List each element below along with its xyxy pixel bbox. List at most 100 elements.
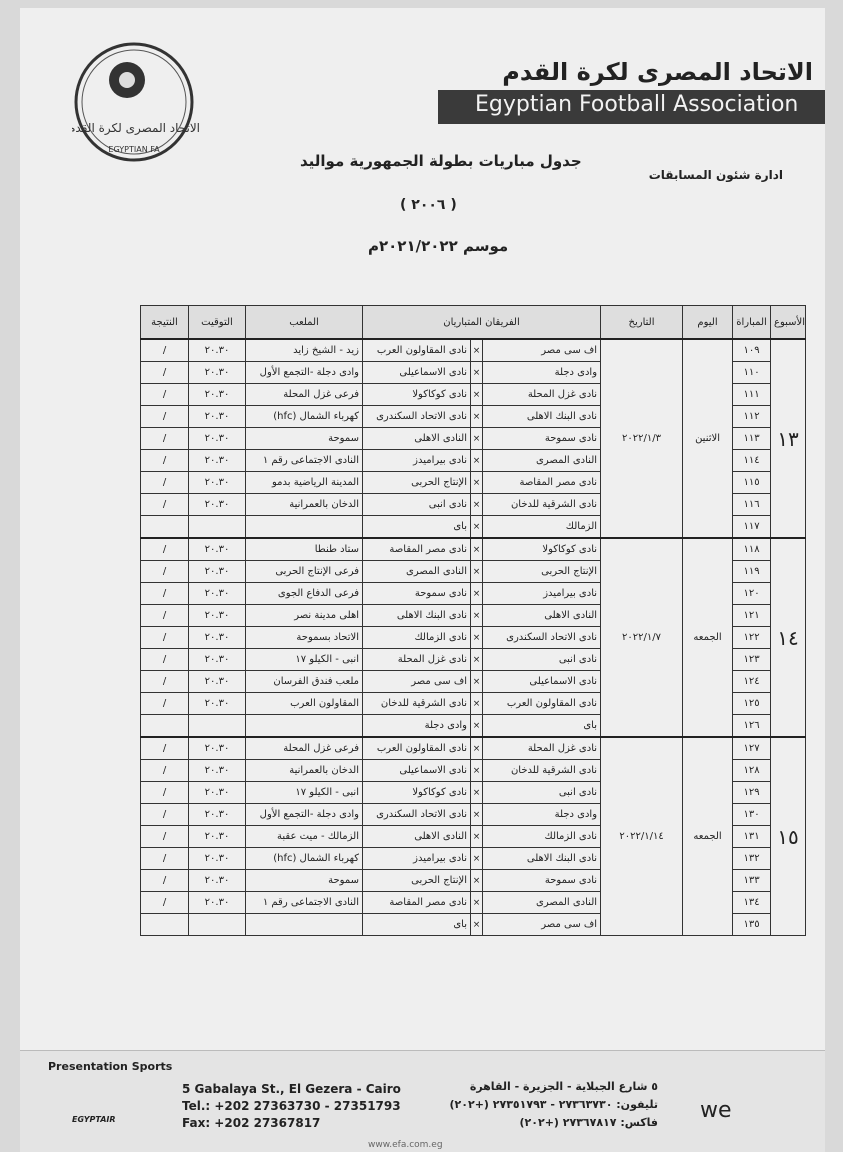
versus: × [470,825,483,848]
match-row: /٢٠.٣٠ ملعب فندق الفرسان اف سى مصر × نادى ال… [140,670,806,693]
match-row: /٢٠.٣٠ ستاد طنطا نادى مصر المقاصة × نادى كوك… [140,537,807,738]
team-away: باى [362,515,471,539]
match-row: /٢٠.٣٠ وادى دجلة -التجمع الأول نادى الاتحا… [140,803,806,826]
time: ٢٠.٣٠ [188,604,246,627]
week-number: ١٣ [770,338,807,539]
stadium: النادى الاجتماعى رقم ١ [245,891,363,914]
match-number: ١٢٦ [732,714,772,738]
match-number: ١٢٣ [732,648,772,671]
team-away: النادى المصرى [362,560,471,583]
time: ٢٠.٣٠ [188,781,246,804]
team-away: نادى الاتحاد السكندرى [362,405,471,428]
result: / [140,781,189,804]
result: / [140,383,189,406]
result: / [140,560,189,583]
column-header: اليوم [682,305,734,340]
schedule-table: النتيجة التوقيت الملعب الفريقان المتباريان ا… [140,305,807,936]
time: ٢٠.٣٠ [188,383,246,406]
time: ٢٠.٣٠ [188,626,246,649]
versus: × [470,670,483,693]
time [188,714,246,738]
logo-english: EGYPTIAN FA [108,145,160,154]
time: ٢٠.٣٠ [188,869,246,892]
team-home: وادى دجلة [481,361,602,384]
match-row: /٢٠.٣٠ المدينة الرياضية بدمو الإنتاج الحرب… [140,471,806,494]
org-name-en: Egyptian Football Association [475,92,799,117]
team-home: نادى المقاولون العرب [481,692,602,715]
team-away: نادى بيراميدز [362,847,471,870]
week-number: ١٥ [770,736,807,936]
telecom-logo: we [700,1098,732,1123]
time: ٢٠.٣٠ [188,736,246,760]
match-number: ١١٥ [732,471,772,494]
versus: × [470,626,483,649]
match-number: ١١٨ [732,537,772,561]
match-row: /٢٠.٣٠ فرعى الدفاع الجوى نادى سموحة × نادى ب… [140,582,806,605]
versus: × [470,537,483,561]
match-number: ١٠٩ [732,338,772,362]
column-header: التوقيت [188,305,246,340]
column-header: الفريقان المتباريان [361,305,602,340]
team-home: نادى انبى [481,648,602,671]
team-home: نادى الاتحاد السكندرى [481,626,602,649]
team-home: نادى سموحة [481,869,602,892]
versus: × [470,582,483,605]
team-away: نادى المقاولون العرب [362,338,471,362]
match-number: ١١٤ [732,449,772,472]
stadium: فرعى الدفاع الجوى [245,582,363,605]
stadium: انبى - الكيلو ١٧ [245,781,363,804]
stadium: ملعب فندق الفرسان [245,670,363,693]
versus: × [470,515,483,539]
result: / [140,869,189,892]
stadium: الاتحاد بسموحة [245,626,363,649]
footer [20,1050,825,1152]
versus: × [470,449,483,472]
stadium: اهلى مدينة نصر [245,604,363,627]
match-number: ١٢٨ [732,759,772,782]
column-header: الأسبوع [770,305,807,340]
column-header: الملعب [245,305,363,340]
result: / [140,803,189,826]
time: ٢٠.٣٠ [188,670,246,693]
stadium: كهرباء الشمال (hfc) [245,847,363,870]
versus: × [470,781,483,804]
time: ٢٠.٣٠ [188,361,246,384]
team-home: نادى كوكاكولا [481,537,602,561]
result: / [140,825,189,848]
result: / [140,847,189,870]
time: ٢٠.٣٠ [188,847,246,870]
org-band [438,90,825,124]
stadium: المقاولون العرب [245,692,363,715]
versus: × [470,427,483,450]
match-row: /٢٠.٣٠ الزمالك - ميت عقبة النادى الاهلى × نا… [140,825,806,848]
team-away: نادى الاسماعيلى [362,759,471,782]
versus: × [470,383,483,406]
match-number: ١٣٢ [732,847,772,870]
team-away: نادى سموحة [362,582,471,605]
time [188,913,246,936]
match-row: /٢٠.٣٠ النادى الاجتماعى رقم ١ نادى بيراميد… [140,449,806,472]
result: / [140,692,189,715]
match-number: ١١٦ [732,493,772,516]
team-away: نادى كوكاكولا [362,781,471,804]
stadium [245,515,363,539]
match-number: ١٣٤ [732,891,772,914]
time: ٢٠.٣٠ [188,891,246,914]
match-row: باى × اف سى مصر ١٣٥ [140,913,806,936]
versus: × [470,692,483,715]
result: / [140,648,189,671]
time: ٢٠.٣٠ [188,427,246,450]
team-home: باى [481,714,602,738]
versus: × [470,338,483,362]
logo-arabic: الاتحاد المصرى لكرة القدم [72,121,200,136]
tel-ar: تليفون: ٢٧٣٦٣٧٣٠ - ٢٧٣٥١٧٩٣ (+٢٠٢) [449,1098,658,1111]
time: ٢٠.٣٠ [188,692,246,715]
match-row: وادى دجلة × باى ١٢٦ [140,714,806,738]
team-home: النادى المصرى [481,449,602,472]
match-row: /٢٠.٣٠ كهرباء الشمال (hfc) نادى الاتحاد ال… [140,405,806,428]
team-home: الإنتاج الحربى [481,560,602,583]
team-away: نادى بيراميدز [362,449,471,472]
stadium: كهرباء الشمال (hfc) [245,405,363,428]
match-number: ١٢٧ [732,736,772,760]
